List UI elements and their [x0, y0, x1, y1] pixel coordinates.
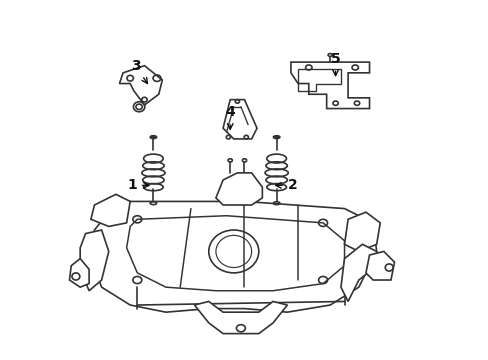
Polygon shape: [340, 244, 376, 301]
Text: 5: 5: [330, 51, 340, 76]
Text: 4: 4: [225, 105, 235, 129]
Polygon shape: [91, 202, 376, 312]
Polygon shape: [344, 212, 380, 251]
Polygon shape: [91, 194, 130, 226]
Text: 1: 1: [127, 178, 149, 192]
Polygon shape: [69, 258, 89, 287]
Polygon shape: [194, 301, 287, 334]
Ellipse shape: [273, 136, 279, 139]
Polygon shape: [216, 173, 262, 205]
Polygon shape: [223, 100, 257, 139]
Polygon shape: [119, 66, 162, 105]
Polygon shape: [365, 251, 394, 280]
Polygon shape: [80, 230, 108, 291]
Text: 3: 3: [130, 59, 147, 84]
Text: 2: 2: [275, 178, 297, 192]
Polygon shape: [290, 62, 369, 109]
Ellipse shape: [150, 136, 156, 139]
